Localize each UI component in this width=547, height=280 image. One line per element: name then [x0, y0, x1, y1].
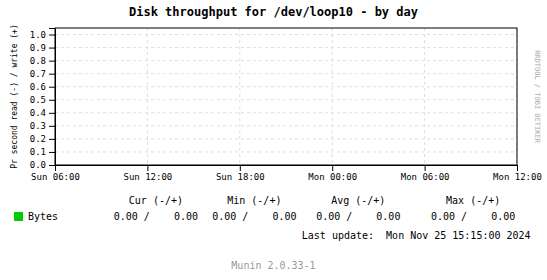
- tick-label: 0.3: [30, 121, 46, 131]
- tick-label: 0.4: [30, 108, 46, 118]
- tick-label: Mon 00:00: [308, 172, 357, 182]
- tick-mark: [49, 87, 55, 88]
- tick-mark: [55, 165, 56, 171]
- grid-line: [55, 60, 517, 61]
- title: Disk throughput for /dev/loop10 - by day: [129, 5, 418, 19]
- grid-line: [55, 125, 517, 126]
- tick-mark: [425, 165, 426, 171]
- tick-mark: [49, 61, 55, 62]
- tick-label: 0.5: [30, 95, 46, 105]
- tick-label: 0.0: [30, 160, 46, 170]
- grid-line: [55, 112, 517, 113]
- tick: Mon 06:00: [401, 165, 450, 182]
- tick: 0.4: [30, 108, 55, 118]
- tick: 0.6: [30, 82, 55, 92]
- tick-label: Mon 06:00: [401, 172, 450, 182]
- footer-header: Avg (-/+): [331, 195, 385, 206]
- grid: [55, 28, 517, 165]
- tick-mark: [49, 139, 55, 140]
- tick: Mon 00:00: [308, 165, 357, 182]
- tick-mark: [332, 165, 333, 171]
- tick: Mon 12:00: [493, 165, 542, 182]
- version-note: Munin 2.0.33-1: [231, 260, 315, 271]
- tick: 0.8: [30, 56, 55, 66]
- axis-line: [49, 29, 56, 166]
- tick-label: 1.0: [30, 30, 46, 40]
- tick-mark: [147, 165, 148, 171]
- tick-mark: [49, 113, 55, 114]
- footer-header: Min (-/+): [227, 195, 281, 206]
- tick-mark: [49, 74, 55, 75]
- tick-label: 0.7: [30, 69, 46, 79]
- grid-line: [332, 28, 333, 165]
- footer-value: 0.00 / 0.00: [212, 211, 296, 222]
- y-axis: 0.0 0.1 0.2 0.3 0.4 0.5 0.6 0.7 0.8 0.9 1.0: [30, 29, 56, 171]
- axis-line: [56, 166, 518, 172]
- grid-line: [55, 86, 517, 87]
- tick-mark: [49, 126, 55, 127]
- legend-swatch: [14, 212, 23, 221]
- grid-line: [55, 34, 517, 35]
- tick-mark: [49, 165, 55, 166]
- last-update: Last update: Mon Nov 25 15:15:00 2024: [302, 230, 531, 241]
- grid-line: [55, 73, 517, 74]
- tick: Sun 06:00: [31, 165, 80, 182]
- tick-mark: [49, 48, 55, 49]
- tick: 1.0: [30, 30, 55, 40]
- footer-value: 0.00 / 0.00: [114, 211, 198, 222]
- tick-label: 0.9: [30, 43, 46, 53]
- footer-header: Cur (-/+): [129, 195, 183, 206]
- tick-mark: [49, 100, 55, 101]
- tick-mark: [517, 165, 518, 171]
- grid-line: [55, 47, 517, 48]
- tick: 0.9: [30, 43, 55, 53]
- tick: Sun 18:00: [216, 165, 265, 182]
- y-label: Pr second read (-) / write (+): [10, 24, 19, 169]
- tick-label: Sun 12:00: [124, 172, 173, 182]
- footer-value: 0.00 / 0.00: [316, 211, 400, 222]
- tick-label: Mon 12:00: [493, 172, 542, 182]
- tick-label: 0.8: [30, 56, 46, 66]
- grid-line: [55, 138, 517, 139]
- tick-mark: [49, 35, 55, 36]
- tick: 0.1: [30, 147, 55, 157]
- footer-value: 0.00 / 0.00: [431, 211, 515, 222]
- footer-header: Max (-/+): [446, 195, 500, 206]
- watermark: RRDTOOL / TOBI OETIKER: [533, 50, 541, 144]
- grid-line: [55, 151, 517, 152]
- tick: 0.0: [30, 160, 55, 170]
- plot-frame: [55, 28, 517, 165]
- tick-mark: [240, 165, 241, 171]
- chart: 0.0 0.1 0.2 0.3 0.4 0.5 0.6 0.7 0.8 0.9 1.0 Sun 06:…: [0, 0, 547, 280]
- tick-label: 0.6: [30, 82, 46, 92]
- tick-label: 0.2: [30, 134, 46, 144]
- tick-label: Sun 06:00: [31, 172, 80, 182]
- tick: 0.5: [30, 95, 55, 105]
- tick-mark: [49, 152, 55, 153]
- tick: 0.7: [30, 69, 55, 79]
- tick-label: 0.1: [30, 147, 46, 157]
- grid-line: [424, 28, 425, 165]
- tick: 0.3: [30, 121, 55, 131]
- grid-line: [147, 28, 148, 165]
- tick: 0.2: [30, 134, 55, 144]
- legend-label: Bytes: [28, 211, 58, 222]
- tick-label: Sun 18:00: [216, 172, 265, 182]
- grid-line: [55, 99, 517, 100]
- tick: Sun 12:00: [124, 165, 173, 182]
- grid-line: [239, 28, 240, 165]
- x-axis: Sun 06:00 Sun 12:00 Sun 18:00 Mon 00:00 Mon …: [31, 165, 542, 182]
